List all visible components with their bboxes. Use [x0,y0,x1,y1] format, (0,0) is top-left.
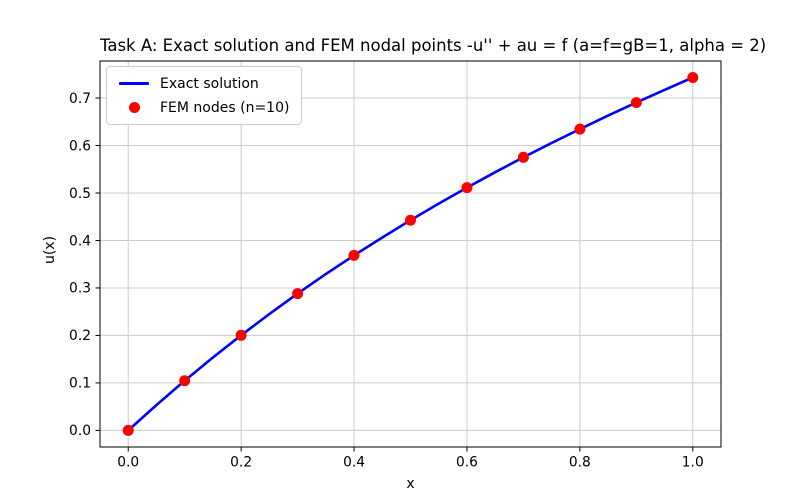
axes-spines [99,60,722,448]
legend-label-exact-solution: Exact solution [160,75,259,92]
x-tick-label: 0.6 [456,455,478,471]
legend-swatch-area [117,82,151,85]
fem-node-marker [687,72,699,83]
x-tick-label: 0.0 [117,455,139,471]
chart-title: Task A: Exact solution and FEM nodal poi… [100,36,767,55]
y-tick-label: 0.5 [69,186,91,202]
x-tick-label: 1.0 [682,455,704,471]
fem-node-marker [235,329,247,341]
fem-node-marker [630,97,642,109]
y-tick-label: 0.6 [69,138,91,154]
fem-node-marker [517,151,529,163]
y-tick-label: 0.0 [69,423,91,439]
fem-node-dot-swatch-icon [128,102,140,113]
legend-swatch-area [117,102,151,113]
fem-node-marker [461,182,473,194]
legend-item-fem-nodes: FEM nodes (n=10) [117,97,289,118]
exact-solution-line-swatch-icon [119,82,149,85]
y-tick-label: 0.7 [69,91,91,107]
y-tick-label: 0.3 [69,281,91,297]
y-tick-label: 0.1 [69,376,91,392]
fem-node-marker [292,288,304,300]
y-tick-label: 0.2 [69,328,91,344]
fem-node-marker [348,249,360,261]
fem-node-marker [179,375,191,387]
x-axis-label: x [406,476,415,492]
fem-node-marker [574,123,586,135]
x-tick-label: 0.8 [569,455,591,471]
y-axis-label: u(x) [42,235,58,265]
legend: Exact solution FEM nodes (n=10) [106,66,303,125]
x-tick-label: 0.2 [230,455,252,471]
fem-node-marker [122,424,134,436]
legend-item-exact-solution: Exact solution [117,73,289,94]
x-tick-label: 0.4 [343,455,365,471]
y-tick-label: 0.4 [69,233,91,249]
fem-node-marker [405,214,416,226]
legend-label-fem-nodes: FEM nodes (n=10) [160,99,290,116]
